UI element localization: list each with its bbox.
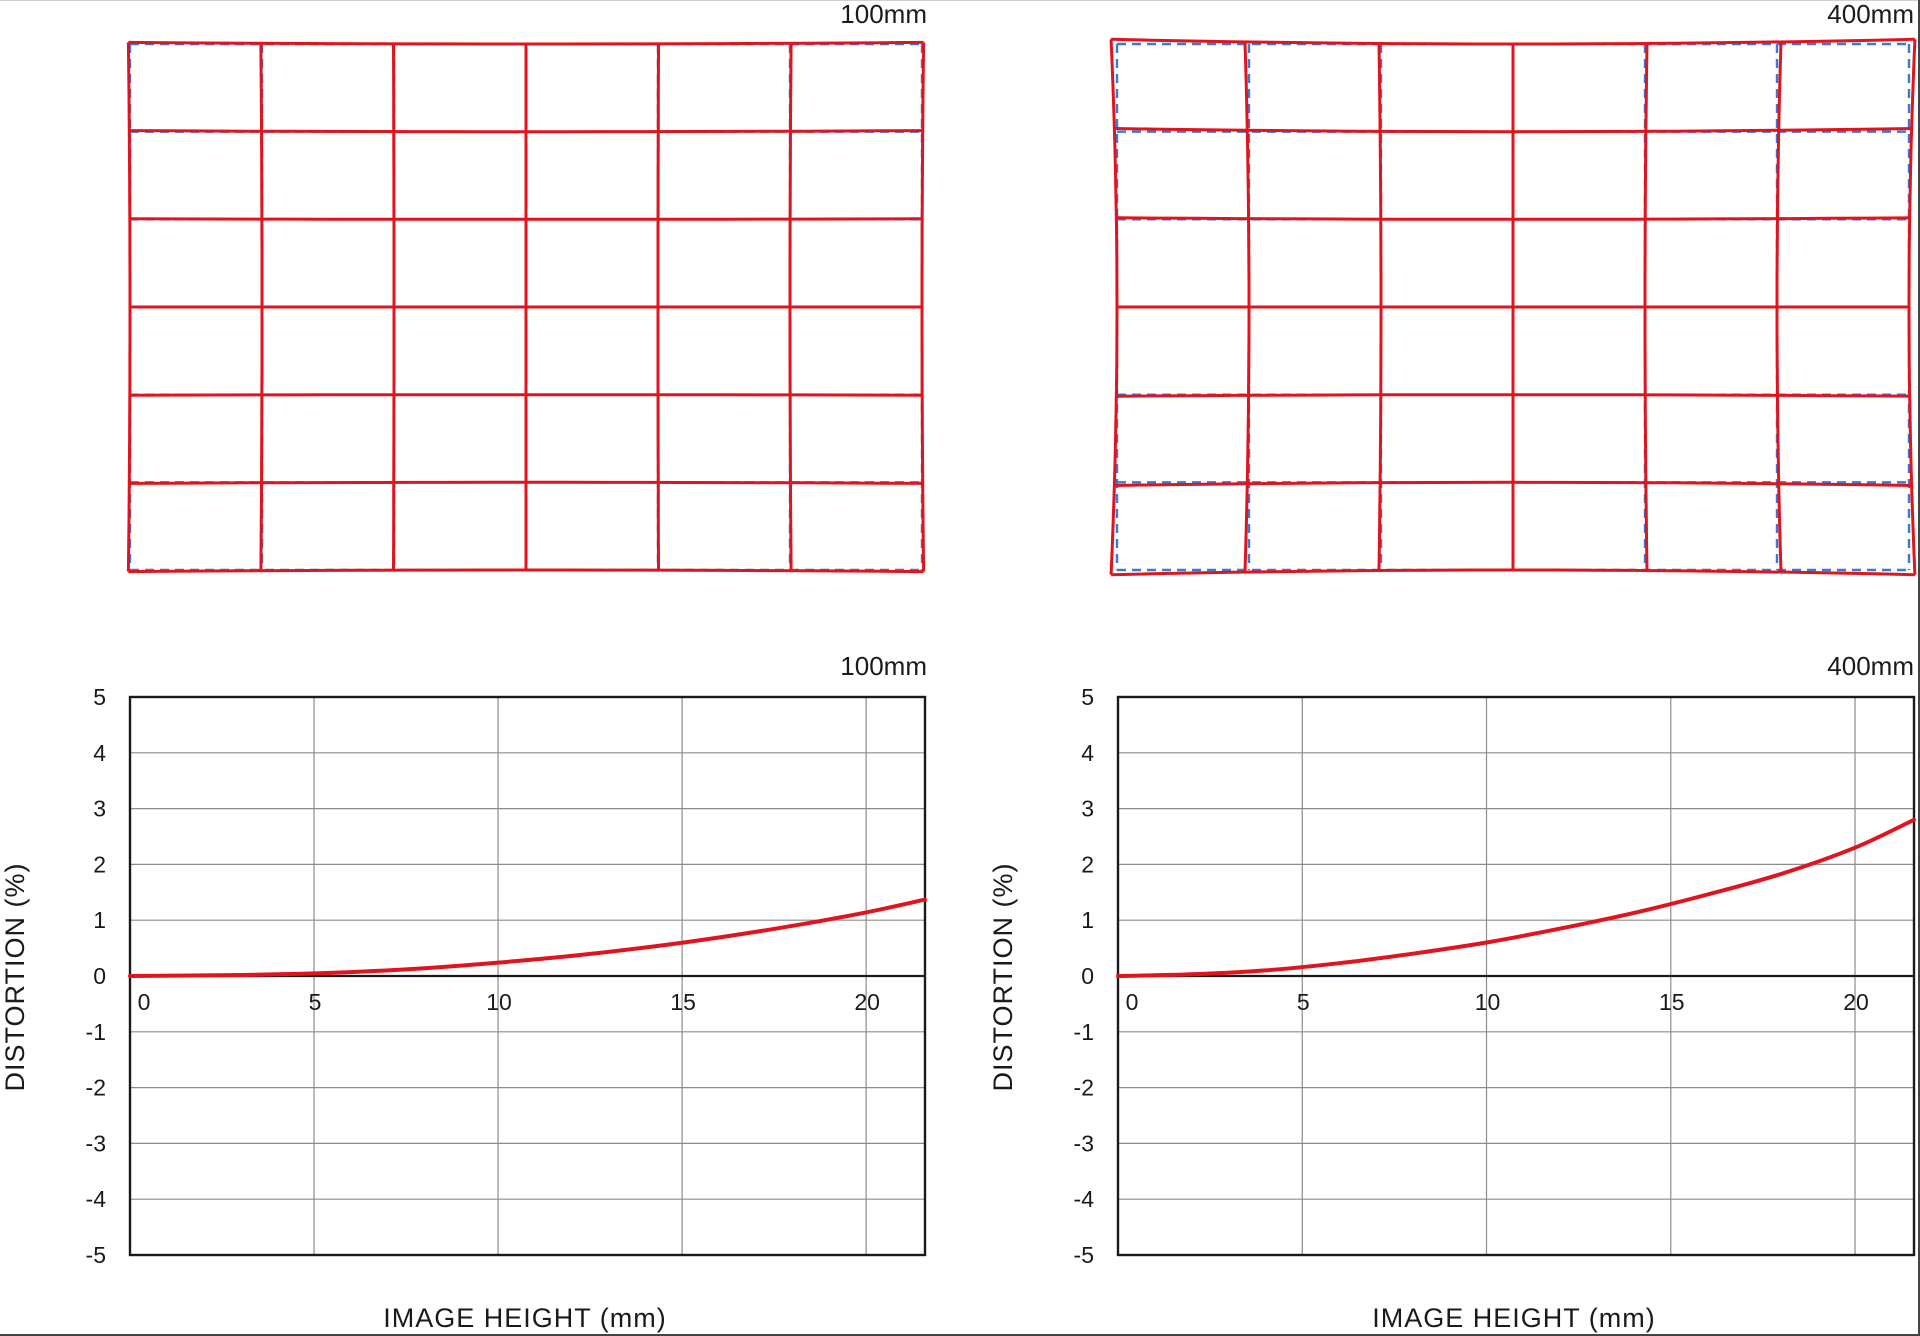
distorted-horizontal-line bbox=[128, 40, 924, 46]
distorted-horizontal-line bbox=[128, 568, 924, 574]
y-tick-label: -2 bbox=[1074, 1075, 1094, 1101]
x-tick-label: 20 bbox=[854, 989, 880, 1015]
distorted-horizontal-line bbox=[129, 393, 923, 397]
y-tick-label: -3 bbox=[1074, 1130, 1094, 1156]
grid-distortion-100mm: 100mm bbox=[126, 0, 927, 574]
x-axis-title-100mm: IMAGE HEIGHT (mm) bbox=[383, 1303, 667, 1333]
y-tick-label: -4 bbox=[86, 1186, 107, 1212]
chart-gridlines-400mm bbox=[1116, 695, 1916, 1257]
distorted-horizontal-line bbox=[1111, 568, 1915, 577]
chart-gridlines-100mm bbox=[128, 695, 927, 1257]
y-tick-label: 0 bbox=[1081, 963, 1094, 989]
y-tick-label: 4 bbox=[93, 740, 106, 766]
y-axis-title-100mm: DISTORTION (%) bbox=[0, 862, 30, 1091]
y-tick-label: -1 bbox=[86, 1019, 106, 1045]
y-tick-label: 3 bbox=[1081, 796, 1094, 822]
distortion-curve bbox=[1116, 817, 1916, 978]
distorted-horizontal-line bbox=[1116, 216, 1910, 221]
y-tick-label: 1 bbox=[93, 907, 106, 933]
x-tick-label: 0 bbox=[138, 989, 151, 1015]
distorted-grid-100mm bbox=[126, 40, 926, 574]
x-tick-label: 5 bbox=[1297, 989, 1310, 1015]
y-tick-label: -5 bbox=[86, 1242, 106, 1268]
distorted-vertical-line bbox=[126, 42, 132, 572]
x-axis-title-400mm: IMAGE HEIGHT (mm) bbox=[1372, 1303, 1656, 1333]
y-tick-label: 3 bbox=[93, 796, 106, 822]
chart-title-400mm: 400mm bbox=[1827, 651, 1914, 681]
x-tick-label: 15 bbox=[1659, 989, 1685, 1015]
distorted-horizontal-line bbox=[1111, 37, 1915, 46]
y-tick-label: -4 bbox=[1074, 1186, 1095, 1212]
distorted-horizontal-line bbox=[129, 217, 923, 221]
distorted-horizontal-line bbox=[1116, 393, 1910, 398]
grid-distortion-400mm: 400mm bbox=[1109, 0, 1917, 577]
distortion-curve bbox=[128, 897, 927, 978]
y-axis-title-400mm: DISTORTION (%) bbox=[988, 862, 1018, 1091]
y-tick-label: -1 bbox=[1074, 1019, 1094, 1045]
chart-series-100mm bbox=[128, 897, 927, 978]
distorted-horizontal-line bbox=[1114, 480, 1912, 487]
distorted-grid-400mm bbox=[1109, 37, 1917, 577]
x-tick-label: 15 bbox=[670, 989, 696, 1015]
x-tick-label: 0 bbox=[1126, 989, 1139, 1015]
y-tick-label: 2 bbox=[1081, 851, 1094, 877]
y-tick-label: -3 bbox=[86, 1130, 106, 1156]
y-tick-label: 5 bbox=[93, 684, 106, 710]
y-tick-label: -2 bbox=[86, 1075, 106, 1101]
chart-title-100mm: 100mm bbox=[840, 651, 927, 681]
chart-series-400mm bbox=[1116, 817, 1916, 978]
x-tick-label: 5 bbox=[309, 989, 322, 1015]
y-tick-label: -5 bbox=[1074, 1242, 1094, 1268]
y-tick-label: 5 bbox=[1081, 684, 1094, 710]
distorted-horizontal-line bbox=[129, 480, 923, 485]
y-tick-label: 2 bbox=[93, 851, 106, 877]
x-tick-label: 20 bbox=[1843, 989, 1869, 1015]
y-tick-label: 1 bbox=[1081, 907, 1094, 933]
distorted-horizontal-line bbox=[1114, 127, 1912, 134]
distorted-vertical-line bbox=[920, 42, 926, 572]
grid-focal-label-100mm: 100mm bbox=[840, 0, 927, 29]
y-tick-label: 0 bbox=[93, 963, 106, 989]
y-tick-label: 4 bbox=[1081, 740, 1094, 766]
grid-focal-label-400mm: 400mm bbox=[1827, 0, 1914, 29]
distorted-horizontal-line bbox=[129, 129, 923, 134]
x-tick-label: 10 bbox=[486, 989, 512, 1015]
x-tick-label: 10 bbox=[1475, 989, 1501, 1015]
